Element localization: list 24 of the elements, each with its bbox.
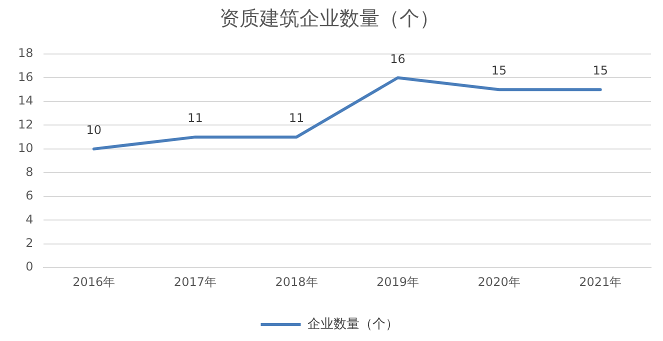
x-tick-label: 2018年 bbox=[275, 274, 318, 289]
y-tick-label: 14 bbox=[18, 94, 34, 108]
data-label: 11 bbox=[188, 111, 203, 126]
y-tick-label: 2 bbox=[26, 236, 34, 250]
y-tick-label: 16 bbox=[18, 70, 34, 84]
y-tick-label: 12 bbox=[18, 117, 34, 132]
y-tick-label: 18 bbox=[18, 46, 34, 60]
chart-title: 资质建筑企业数量（个） bbox=[220, 6, 440, 30]
x-tick-label: 2017年 bbox=[174, 274, 216, 289]
y-tick-label: 4 bbox=[26, 212, 34, 226]
data-label: 11 bbox=[288, 111, 304, 126]
y-tick-label: 6 bbox=[26, 188, 34, 203]
data-label: 16 bbox=[390, 52, 406, 66]
y-tick-label: 10 bbox=[18, 141, 34, 156]
legend-label: 企业数量（个） bbox=[307, 316, 398, 332]
y-tick-label: 0 bbox=[26, 260, 34, 274]
x-tick-label: 2021年 bbox=[579, 274, 622, 289]
x-tick-label: 2019年 bbox=[376, 274, 420, 289]
data-label: 10 bbox=[86, 123, 102, 138]
data-label: 15 bbox=[491, 64, 507, 78]
x-tick-label: 2020年 bbox=[478, 274, 520, 289]
y-tick-label: 8 bbox=[26, 164, 34, 179]
data-label: 15 bbox=[592, 64, 608, 78]
x-tick-label: 2016年 bbox=[72, 274, 116, 289]
